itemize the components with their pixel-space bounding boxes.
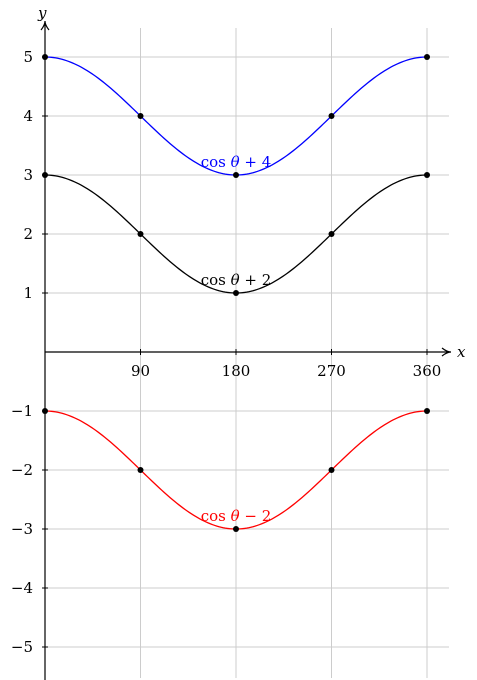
data-point — [424, 408, 430, 414]
data-point — [328, 467, 335, 473]
series-label-var: θ — [231, 507, 240, 525]
x-tick-label: 360 — [413, 362, 442, 380]
grid-lines — [45, 28, 449, 678]
x-tick-label: 180 — [222, 362, 251, 380]
series-label: cos θ + 2 — [201, 271, 272, 289]
axes: xy — [37, 4, 466, 680]
x-axis-arrow — [441, 347, 452, 357]
data-point — [42, 54, 48, 60]
data-point — [233, 290, 239, 296]
series-label: cos θ − 2 — [201, 507, 272, 525]
x-axis-label: x — [457, 343, 466, 361]
series-label-var: θ — [231, 153, 240, 171]
data-point — [233, 172, 239, 178]
series-label-rest: − 2 — [240, 507, 272, 525]
y-tick-label: 5 — [23, 48, 33, 66]
y-axis-arrow — [40, 20, 50, 31]
data-point — [328, 231, 335, 237]
data-point — [42, 408, 48, 414]
series-label-rest: + 2 — [240, 271, 272, 289]
y-tick-label: −3 — [11, 520, 33, 538]
data-point — [137, 467, 144, 473]
data-point — [137, 231, 144, 237]
data-point — [328, 113, 335, 119]
series-label-var: θ — [231, 271, 240, 289]
data-point — [424, 172, 430, 178]
y-tick-label: 3 — [23, 166, 33, 184]
tick-labels: 90 180 270 360 −5 −4 −3 −2 −1 1 2 3 4 5 — [11, 48, 441, 656]
x-tick-label: 270 — [317, 362, 346, 380]
y-axis-label: y — [37, 4, 47, 22]
series-label-rest: + 4 — [240, 153, 272, 171]
y-tick-label: −1 — [11, 402, 33, 420]
y-tick-label: −5 — [11, 638, 33, 656]
series-label-fn: cos — [201, 507, 231, 525]
x-tick-label: 90 — [131, 362, 150, 380]
data-point — [233, 526, 239, 532]
y-tick-label: 2 — [23, 225, 33, 243]
y-tick-label: 1 — [23, 284, 33, 302]
data-point — [42, 172, 48, 178]
data-point — [424, 54, 430, 60]
series-label: cos θ + 4 — [201, 153, 272, 171]
y-tick-label: −2 — [11, 461, 33, 479]
y-tick-label: 4 — [23, 107, 33, 125]
y-tick-label: −4 — [11, 579, 33, 597]
data-point — [137, 113, 144, 119]
series-label-fn: cos — [201, 153, 231, 171]
data-points — [42, 54, 430, 532]
series-label-fn: cos — [201, 271, 231, 289]
